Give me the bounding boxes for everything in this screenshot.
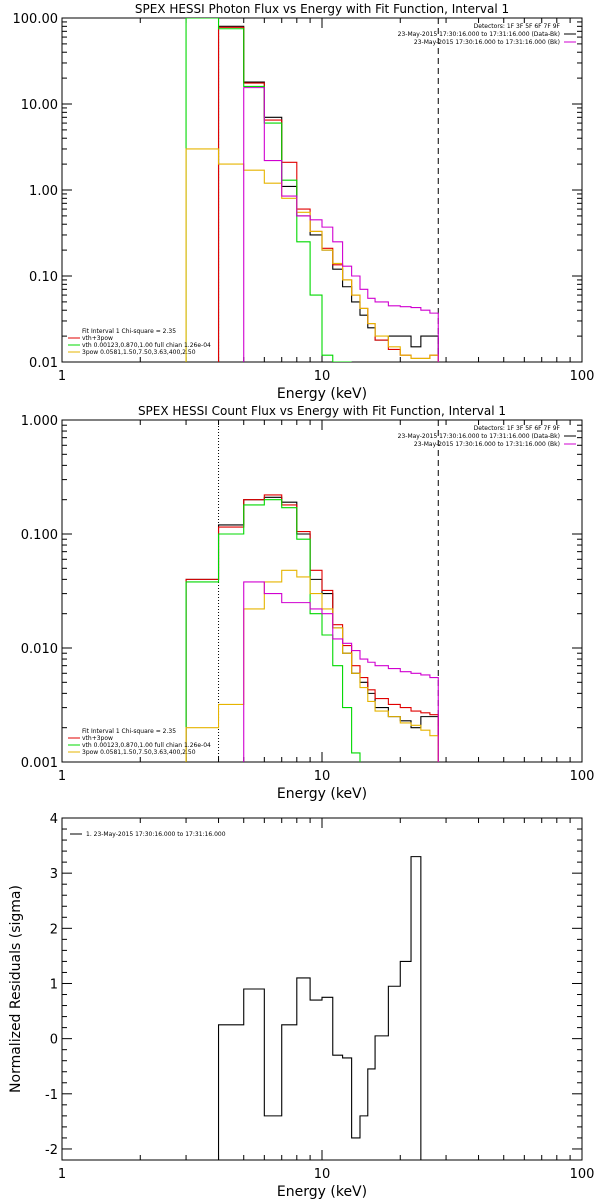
series-line-3 <box>185 569 439 762</box>
y-tick-label: 4 <box>50 812 58 827</box>
legend-bottomleft-label: vth 0.00123,0.870,1.00 full chian 1.26e-… <box>82 342 211 349</box>
x-tick-label: 100 <box>570 769 595 784</box>
x-tick-label: 100 <box>570 369 595 384</box>
legend-topleft-label: 1. 23-May-2015 17:30:16.000 to 17:31:16.… <box>86 831 226 838</box>
y-tick-label: 0.010 <box>21 642 58 657</box>
legend-topright-label: 23-May-2015 17:30:16.000 to 17:31:16.000… <box>414 441 560 448</box>
series-line-0 <box>217 25 439 362</box>
series-line-3 <box>185 148 439 362</box>
series-line-4 <box>243 87 439 362</box>
y-tick-label: 0.100 <box>21 528 58 543</box>
y-tick-label: 2 <box>50 922 58 937</box>
residuals-panel: 1 10 100 -2 -1 0 1 2 3 4 Energy (keV) Normalized Re… <box>8 812 594 1200</box>
series-line-0 <box>217 856 422 1160</box>
legend-bottomleft-label: 3pow 0.0581,1.50,7.50,3.63,400,2.50 <box>82 749 196 756</box>
y-tick-label: 0.01 <box>29 356 58 371</box>
legend-topright-label: Detectors: 1F 3F 5F 6F 7F 9F <box>474 23 561 30</box>
series-line-4 <box>243 581 439 762</box>
y-tick-label: 0.001 <box>21 756 58 771</box>
x-tick-label: 1 <box>58 369 66 384</box>
y-tick-label: 1.000 <box>21 414 58 429</box>
x-axis-label: Energy (keV) <box>277 386 367 402</box>
y-tick-label: 10.00 <box>21 98 58 113</box>
y-tick-label: -2 <box>45 1143 58 1158</box>
chart-title: SPEX HESSI Photon Flux vs Energy with Fi… <box>135 2 509 16</box>
x-tick-label: 10 <box>314 769 331 784</box>
y-tick-label: 1 <box>50 977 58 992</box>
y-tick-label: 100.00 <box>13 12 59 27</box>
y-tick-label: 0.10 <box>29 270 58 285</box>
chart-title: SPEX HESSI Count Flux vs Energy with Fit… <box>138 404 506 418</box>
plot-area <box>185 18 439 362</box>
y-tick-label: 0 <box>50 1033 58 1048</box>
series-line-1 <box>185 494 439 762</box>
x-tick-label: 1 <box>58 769 66 784</box>
plot-area <box>217 856 422 1160</box>
series-line-2 <box>185 499 361 762</box>
legend-bottomleft-label: vth+3pow <box>82 335 113 342</box>
legend-topright-label: 23-May-2015 17:30:16.000 to 17:31:16.000… <box>414 39 560 46</box>
legend-topright-label: 23-May-2015 17:30:16.000 to 17:31:16.000… <box>398 433 560 440</box>
count-flux-panel: 1 10 100 0.001 0.010 0.100 1.000 SPEX HESSI Cou… <box>21 404 595 802</box>
y-axis-label: Normalized Residuals (sigma) <box>8 885 24 1093</box>
x-tick-label: 100 <box>570 1167 595 1182</box>
x-axis-label: Energy (keV) <box>277 786 367 802</box>
legend-topright-label: 23-May-2015 17:30:16.000 to 17:31:16.000… <box>398 31 560 38</box>
photon-flux-panel: 1 10 100 0.01 0.10 1.00 10.00 100.00 SPEX HESSI … <box>13 2 595 402</box>
plot-area <box>185 420 439 762</box>
x-tick-label: 10 <box>314 369 331 384</box>
y-tick-label: 1.00 <box>29 184 58 199</box>
x-tick-label: 1 <box>58 1167 66 1182</box>
legend-topright-label: Detectors: 1F 3F 5F 6F 7F 9F <box>474 425 561 432</box>
y-tick-label: -1 <box>45 1088 58 1103</box>
y-tick-label: 3 <box>50 867 58 882</box>
legend-bottomleft-label: vth+3pow <box>82 735 113 742</box>
legend-bottomleft-label: vth 0.00123,0.870,1.00 full chian 1.26e-… <box>82 742 211 749</box>
x-axis-label: Energy (keV) <box>277 1184 367 1200</box>
series-line-2 <box>185 18 352 362</box>
legend-bottomleft-label: Fit Interval 1 Chi-square = 2.35 <box>82 728 176 735</box>
legend-bottomleft-label: 3pow 0.0581,1.50,7.50,3.63,400,2.50 <box>82 349 196 356</box>
legend-bottomleft-label: Fit Interval 1 Chi-square = 2.35 <box>82 328 176 335</box>
x-tick-label: 10 <box>314 1167 331 1182</box>
